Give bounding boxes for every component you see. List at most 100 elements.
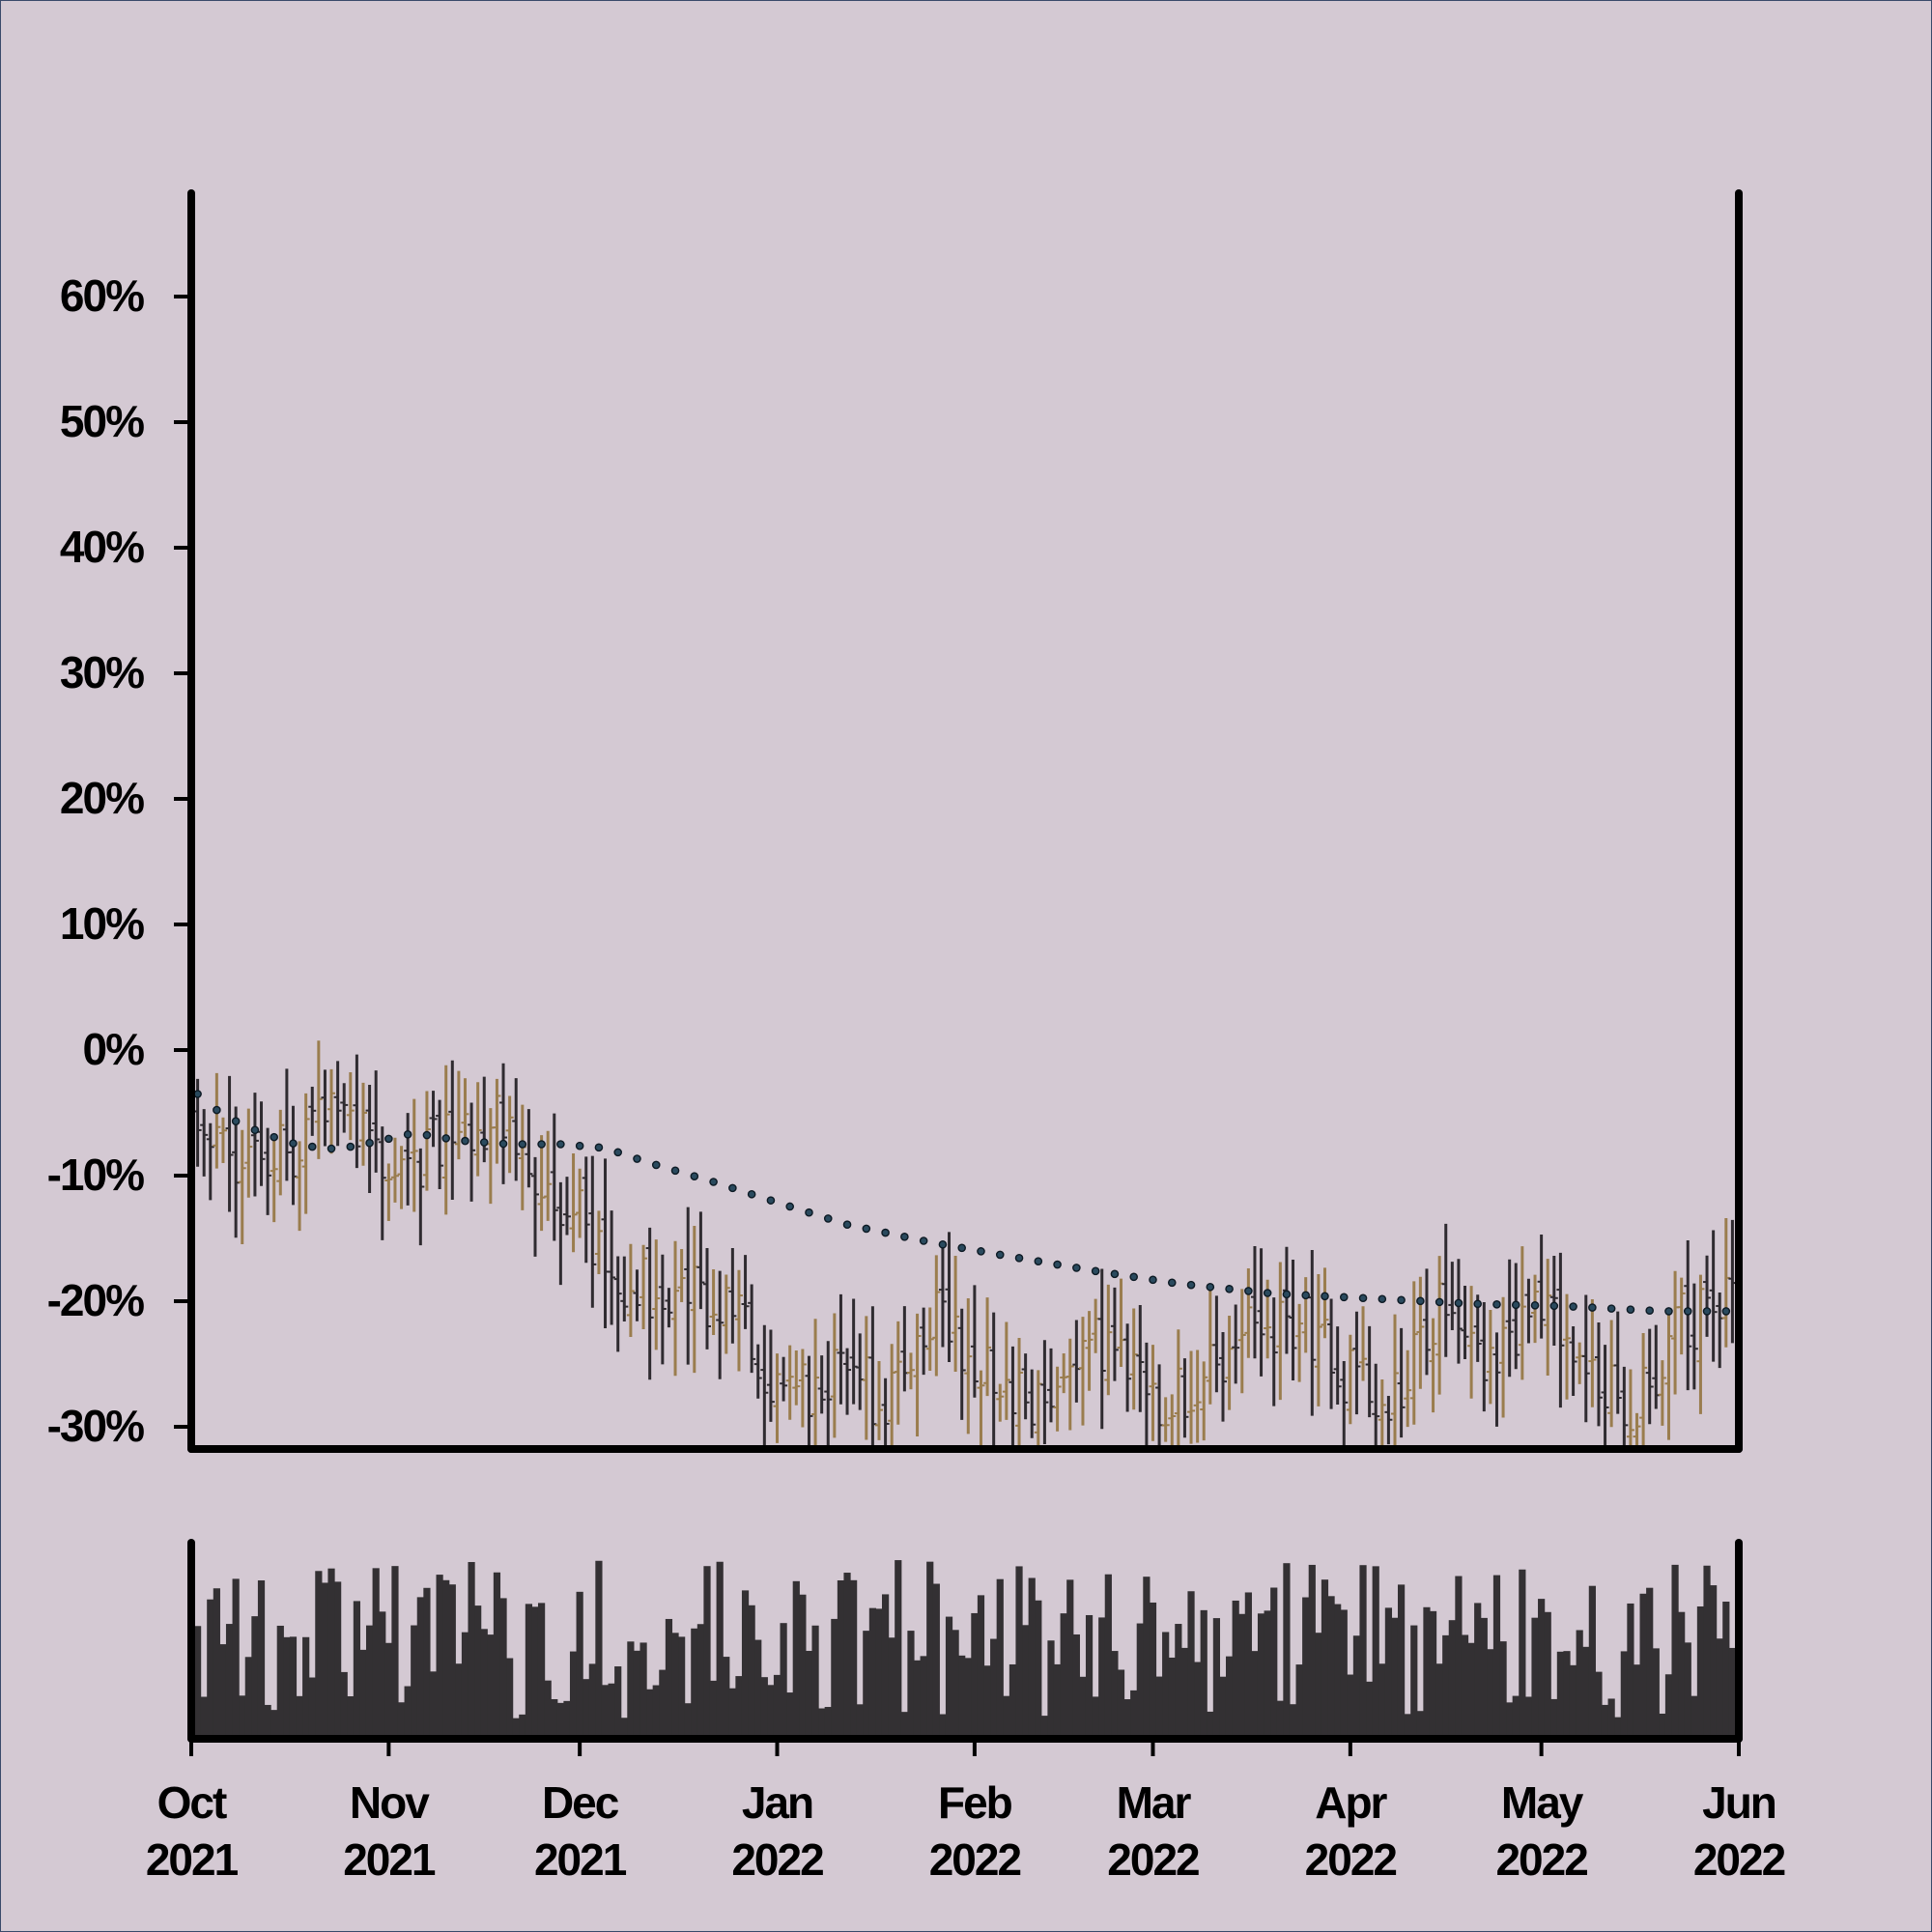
volume-bar — [703, 1566, 711, 1739]
volume-bar — [888, 1637, 895, 1739]
volume-bar — [1492, 1575, 1501, 1739]
volume-bar — [952, 1630, 959, 1739]
volume-bar — [1531, 1617, 1539, 1739]
trend-point — [479, 1138, 489, 1147]
trend-point — [805, 1208, 813, 1217]
y-tick-label: 10% — [60, 898, 144, 949]
volume-bar — [1620, 1651, 1628, 1739]
trend-point — [1530, 1301, 1540, 1310]
x-tick-label-month: Feb — [938, 1777, 1012, 1828]
volume-bar — [1448, 1620, 1456, 1739]
trend-point — [977, 1247, 985, 1256]
volume-bar — [1283, 1563, 1291, 1739]
volume-bar — [875, 1608, 883, 1739]
x-tick-label-year: 2022 — [731, 1834, 823, 1885]
volume-bar — [1372, 1566, 1379, 1739]
volume-bar — [1092, 1696, 1099, 1739]
volume-bar — [207, 1599, 214, 1739]
volume-bar — [1219, 1676, 1227, 1739]
volume-bar — [1207, 1711, 1214, 1739]
volume-bar — [1722, 1602, 1730, 1739]
volume-bar — [372, 1568, 380, 1739]
volume-bar — [1238, 1613, 1246, 1739]
volume-bar — [1104, 1574, 1112, 1739]
volume-bar — [691, 1628, 698, 1739]
volume-bar — [327, 1568, 335, 1739]
volume-bar — [525, 1604, 533, 1739]
volume-bar — [1079, 1676, 1087, 1739]
volume-bar — [270, 1710, 278, 1739]
volume-bar — [1366, 1681, 1374, 1739]
volume-bar — [397, 1702, 406, 1739]
volume-bar — [315, 1571, 323, 1739]
volume-bar — [1684, 1642, 1691, 1739]
volume-bar — [1410, 1625, 1418, 1739]
axes-frame — [187, 189, 1743, 1743]
volume-bar — [239, 1695, 246, 1739]
volume-bar — [754, 1639, 762, 1739]
trend-point — [900, 1233, 909, 1241]
volume-bar — [633, 1650, 641, 1739]
volume-bar — [824, 1707, 832, 1739]
volume-bar — [276, 1625, 284, 1739]
trend-point — [747, 1189, 756, 1199]
x-tick-label-year: 2022 — [1495, 1834, 1587, 1885]
volume-bar — [1352, 1635, 1361, 1739]
volume-bar — [1194, 1662, 1202, 1739]
volume-bar — [1614, 1717, 1622, 1739]
volume-bar — [843, 1573, 851, 1739]
x-tick-label-year: 2021 — [343, 1834, 436, 1885]
volume-bar — [576, 1591, 583, 1739]
volume-bar — [544, 1680, 552, 1739]
volume-bar — [1499, 1641, 1507, 1739]
volume-bar — [723, 1657, 730, 1739]
trend-point — [1186, 1280, 1196, 1290]
volume-bar — [1519, 1569, 1526, 1739]
trend-point — [1014, 1253, 1024, 1263]
volume-bar — [895, 1560, 902, 1739]
trend-point — [461, 1136, 469, 1146]
trend-point — [1053, 1260, 1062, 1269]
x-tick-label-year: 2022 — [1693, 1834, 1785, 1885]
trend-point — [613, 1148, 623, 1157]
volume-bar — [1130, 1690, 1138, 1739]
volume-bar — [519, 1714, 526, 1739]
volume-bar — [907, 1631, 915, 1739]
volume-bar — [799, 1594, 807, 1739]
trend-point — [1149, 1275, 1157, 1285]
volume-bar — [748, 1605, 755, 1739]
trend-point — [1244, 1287, 1253, 1295]
trend-point — [709, 1178, 718, 1186]
trend-point — [1167, 1278, 1177, 1288]
x-tick-label-month: Oct — [157, 1777, 227, 1828]
volume-bar — [537, 1603, 546, 1739]
volume-bar — [1646, 1587, 1654, 1739]
volume-bar — [728, 1688, 736, 1739]
volume-bar — [365, 1625, 374, 1739]
x-tick-label-year: 2022 — [1305, 1834, 1397, 1885]
trend-point — [594, 1143, 604, 1152]
trend-point — [193, 1090, 202, 1098]
volume-bar — [831, 1618, 838, 1739]
volume-bar — [1028, 1577, 1036, 1739]
volume-bar — [678, 1636, 686, 1739]
volume-bar — [499, 1598, 507, 1739]
volume-bar — [1098, 1617, 1106, 1739]
volume-bar — [1117, 1669, 1125, 1739]
trend-point — [384, 1134, 393, 1144]
volume-bar — [1639, 1593, 1647, 1739]
volume-bar — [1143, 1577, 1151, 1739]
volume-bar — [665, 1618, 673, 1739]
volume-bar — [487, 1634, 495, 1739]
volume-bar — [1232, 1600, 1239, 1739]
volume-bar — [792, 1580, 800, 1739]
volume-bar — [1200, 1609, 1208, 1739]
volume-bar — [448, 1584, 456, 1739]
volume-bar — [1111, 1651, 1119, 1739]
trend-point — [1511, 1300, 1520, 1310]
volume-bar — [1442, 1634, 1450, 1739]
volume-bar — [1710, 1585, 1718, 1739]
volume-bar — [232, 1578, 240, 1739]
volume-bar — [461, 1632, 469, 1739]
volume-bar — [416, 1597, 424, 1739]
